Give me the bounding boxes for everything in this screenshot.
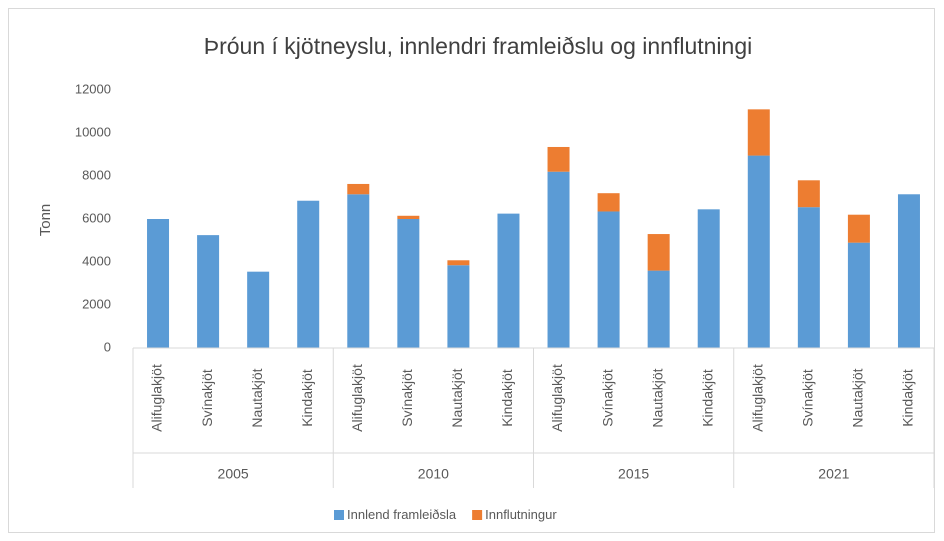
bar-segment — [897, 194, 920, 348]
x-tick-label: Alifuglakjöt — [749, 364, 765, 432]
bar-segment — [447, 265, 470, 348]
x-tick-label: Nautakjöt — [649, 368, 665, 427]
group-label: 2021 — [818, 466, 849, 482]
x-tick-label: Kindakjöt — [699, 369, 715, 427]
bar-segment — [747, 155, 770, 348]
bar-segment — [647, 270, 670, 348]
x-tick-label: Alifuglakjöt — [549, 364, 565, 432]
y-tick-label: 10000 — [75, 124, 111, 139]
bar-segment — [797, 207, 820, 348]
bar-segment — [597, 211, 620, 348]
y-tick-label: 2000 — [82, 296, 111, 311]
x-tick-label: Alifuglakjöt — [349, 364, 365, 432]
x-tick-label: Alifuglakjöt — [149, 364, 165, 432]
bar-segment — [597, 193, 620, 212]
x-tick-label: Nautakjöt — [249, 368, 265, 427]
y-tick-label: 8000 — [82, 167, 111, 182]
bar-segment — [497, 213, 520, 348]
chart-title: Þróun í kjötneyslu, innlendri framleiðsl… — [204, 33, 752, 59]
y-tick-label: 6000 — [82, 210, 111, 225]
bar-segment — [397, 215, 420, 219]
legend-label: Innflutningur — [485, 507, 557, 522]
y-axis-label: Tonn — [37, 204, 54, 237]
bar-segment — [397, 219, 420, 348]
y-tick-label: 12000 — [75, 81, 111, 96]
x-tick-label: Kindakjöt — [499, 369, 515, 427]
bar-segment — [447, 260, 470, 266]
bar-segment — [297, 200, 320, 348]
bar-segment — [747, 109, 770, 156]
x-tick-label: Nautakjöt — [850, 368, 866, 427]
x-tick-label: Svínakjöt — [599, 369, 615, 427]
bar-segment — [197, 235, 220, 348]
bar-segment — [547, 171, 570, 348]
legend-swatch — [472, 510, 483, 520]
x-tick-label: Svínakjöt — [199, 369, 215, 427]
bar-segment — [847, 242, 870, 348]
bar-segment — [797, 180, 820, 208]
bar-segment — [347, 183, 370, 195]
legend-swatch — [334, 510, 344, 520]
bar-segment — [647, 234, 670, 271]
group-label: 2005 — [218, 466, 249, 482]
bar-segment — [347, 194, 370, 348]
x-tick-label: Nautakjöt — [449, 368, 465, 427]
x-tick-label: Svínakjöt — [399, 369, 415, 427]
group-label: 2010 — [418, 466, 449, 482]
bar-segment — [147, 219, 170, 348]
bar-segment — [247, 271, 270, 348]
x-tick-label: Kindakjöt — [299, 369, 315, 427]
x-tick-label: Svínakjöt — [800, 369, 816, 427]
legend-label: Innlend framleiðsla — [347, 507, 457, 522]
bar-segment — [697, 209, 720, 348]
bar-segment — [847, 214, 870, 243]
group-label: 2015 — [618, 466, 649, 482]
x-tick-label: Kindakjöt — [900, 369, 916, 427]
y-tick-label: 4000 — [82, 253, 111, 268]
y-tick-label: 0 — [104, 339, 111, 354]
bar-segment — [547, 146, 570, 172]
